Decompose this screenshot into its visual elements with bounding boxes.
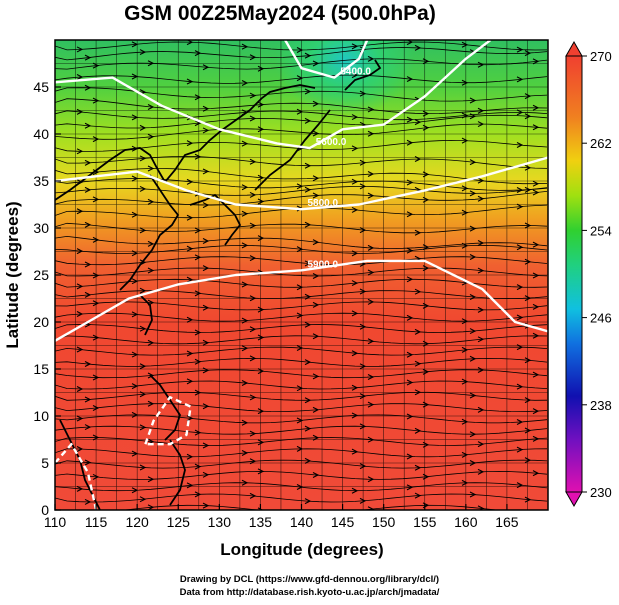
x-tick-label: 165: [495, 514, 519, 530]
contour-label: 5400.0: [340, 67, 371, 78]
colorbar-tick-label: 246: [590, 311, 612, 326]
colorbar: 230 238 246 254 262 270: [565, 40, 612, 508]
contour-line: [55, 156, 548, 211]
height-contours: 5400.0 5600.0 5800.0 5900.0: [55, 40, 548, 510]
y-tick-label: 45: [33, 79, 49, 95]
contour-label: 5900.0: [308, 259, 339, 270]
colorbar-scale: [565, 55, 583, 493]
colorbar-tick-label: 270: [590, 49, 612, 64]
coastlines: [55, 59, 382, 510]
x-tick-label: 155: [413, 514, 437, 530]
y-tick-label: 15: [33, 361, 49, 377]
chart-title: GSM 00Z25May2024 (500.0hPa): [124, 2, 436, 25]
credit-data-source: Data from http://database.rish.kyoto-u.a…: [179, 587, 440, 598]
y-tick-label: 40: [33, 126, 49, 142]
x-axis: 110 115 120 125 130 135 140 145 150 155 160 165: [44, 504, 519, 530]
y-tick-label: 5: [41, 455, 49, 471]
x-tick-label: 130: [208, 514, 232, 530]
contour-line: [55, 259, 548, 342]
x-tick-label: 140: [290, 514, 314, 530]
x-tick-label: 145: [331, 514, 355, 530]
y-axis-label: Latitude (degrees): [3, 201, 22, 348]
contour-line: [55, 443, 98, 510]
x-tick-label: 110: [44, 514, 67, 530]
contour-label: 5800.0: [308, 198, 339, 209]
y-tick-label: 35: [33, 173, 49, 189]
contour-line: [284, 40, 369, 79]
colorbar-min-arrow: [565, 491, 583, 508]
y-axis: 0 5 10 15 20 25 30 35 40 45: [33, 79, 61, 518]
contour-label: 5600.0: [316, 137, 347, 148]
y-tick-label: 20: [33, 314, 49, 330]
colorbar-tick-label: 230: [590, 485, 612, 500]
y-tick-label: 30: [33, 220, 49, 236]
x-tick-label: 150: [372, 514, 396, 530]
colorbar-tick-label: 262: [590, 136, 612, 151]
contour-line: [55, 40, 492, 150]
colorbar-tick-label: 254: [590, 223, 612, 238]
x-tick-label: 125: [167, 514, 191, 530]
credit-drawing: Drawing by DCL (https://www.gfd-dennou.o…: [179, 574, 440, 585]
y-tick-label: 10: [33, 408, 49, 424]
colorbar-max-arrow: [565, 40, 583, 57]
contour-line: [144, 396, 192, 446]
x-tick-label: 115: [85, 514, 108, 530]
x-axis-label: Longitude (degrees): [220, 540, 383, 559]
x-tick-label: 160: [454, 514, 478, 530]
x-tick-label: 120: [125, 514, 149, 530]
colorbar-tick-label: 238: [590, 398, 612, 413]
grid: [55, 40, 548, 510]
y-tick-label: 0: [41, 502, 49, 518]
x-tick-label: 135: [249, 514, 273, 530]
y-tick-label: 25: [33, 267, 49, 283]
